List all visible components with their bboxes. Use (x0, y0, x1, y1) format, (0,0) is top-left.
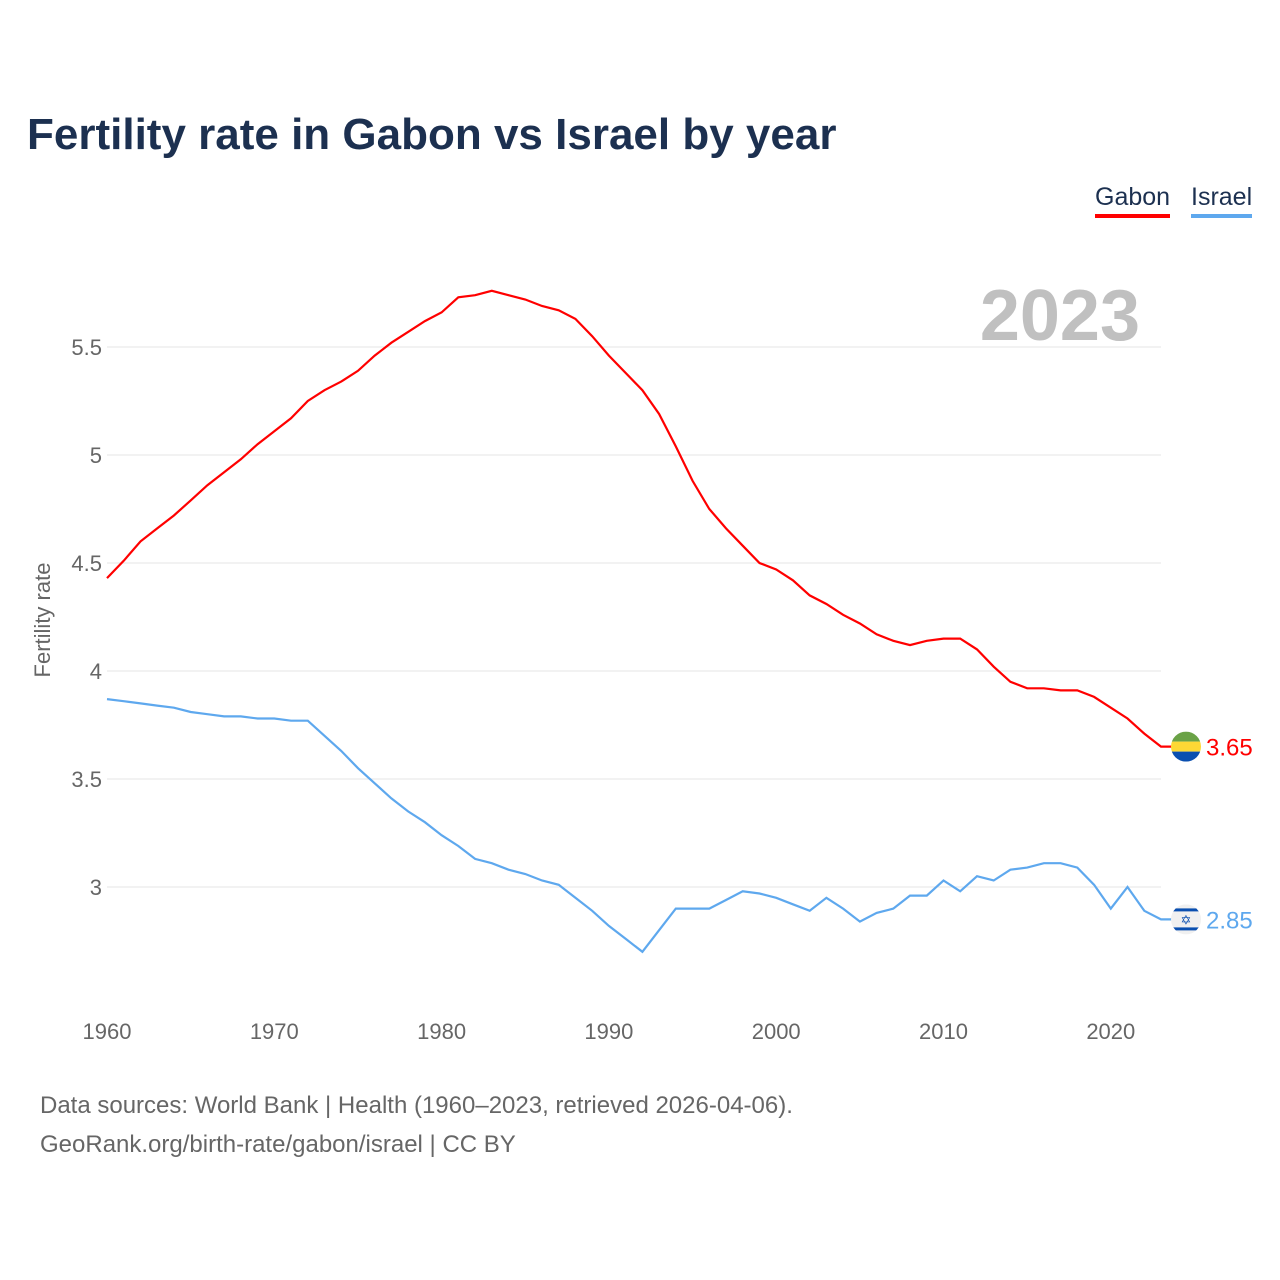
end-value-label: 3.65 (1206, 735, 1253, 762)
year-label: 2023 (980, 276, 1140, 356)
source-text: Data sources: World Bank | Health (1960–… (40, 1092, 793, 1119)
gabon-flag-icon (1171, 731, 1201, 762)
x-tick-label: 2020 (1086, 1019, 1135, 1044)
y-tick-label: 4.5 (71, 551, 102, 576)
x-tick-label: 2010 (919, 1019, 968, 1044)
series-line-gabon (106, 289, 1175, 748)
y-tick-label: 5 (90, 443, 102, 468)
y-axis-label: Fertility rate (30, 563, 55, 678)
x-tick-label: 1960 (83, 1019, 132, 1044)
series-line-israel (106, 698, 1175, 954)
y-tick-label: 4 (90, 659, 102, 684)
attribution-link[interactable]: GeoRank.org/birth-rate/gabon/israel | CC… (40, 1131, 516, 1158)
legend-gabon[interactable]: Gabon (1095, 183, 1171, 218)
footer: Data sources: World Bank | Health (1960–… (40, 1086, 793, 1164)
y-tick-label: 3 (90, 875, 102, 900)
x-tick-label: 2000 (752, 1019, 801, 1044)
israel-flag-icon: ✡ (1171, 904, 1201, 935)
svg-text:✡: ✡ (1181, 912, 1192, 927)
x-tick-label: 1990 (584, 1019, 633, 1044)
chart-title: Fertility rate in Gabon vs Israel by yea… (27, 110, 837, 159)
end-value-label: 2.85 (1206, 907, 1253, 934)
y-tick-label: 5.5 (71, 335, 102, 360)
legend-israel[interactable]: Israel (1191, 183, 1253, 218)
x-tick-label: 1970 (250, 1019, 299, 1044)
x-tick-label: 1980 (417, 1019, 466, 1044)
y-tick-label: 3.5 (71, 767, 102, 792)
